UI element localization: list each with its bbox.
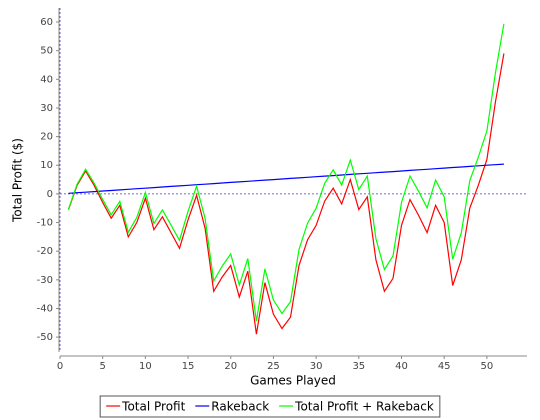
legend-label: Total Profit + Rakeback bbox=[294, 400, 434, 414]
y-tick-label: 0 bbox=[47, 189, 53, 200]
plot-area bbox=[60, 8, 527, 352]
y-tick-label: 60 bbox=[40, 17, 53, 28]
x-tick-label: 0 bbox=[57, 361, 63, 372]
legend-label: Total Profit bbox=[121, 400, 185, 414]
x-tick-label: 5 bbox=[99, 361, 105, 372]
y-tick-label: 50 bbox=[40, 46, 53, 57]
x-tick-label: 50 bbox=[481, 361, 494, 372]
legend: Total Profit Rakeback Total Profit + Rakeb… bbox=[99, 395, 441, 418]
x-tick-label: 40 bbox=[395, 361, 408, 372]
y-tick-label: -40 bbox=[37, 303, 53, 314]
y-tick-label: -50 bbox=[37, 332, 53, 343]
x-tick-label: 10 bbox=[139, 361, 152, 372]
y-axis-label: Total Profit ($) bbox=[11, 138, 25, 223]
y-tick-label: -30 bbox=[37, 275, 53, 286]
data-line bbox=[67, 53, 505, 335]
x-axis-label: Games Played bbox=[250, 374, 336, 388]
x-tick-label: 45 bbox=[438, 361, 451, 372]
data-line bbox=[67, 23, 505, 322]
y-tick-label: 10 bbox=[40, 160, 53, 171]
data-line bbox=[68, 163, 504, 194]
y-tick-label: -20 bbox=[37, 246, 53, 257]
x-tick-label: 30 bbox=[310, 361, 323, 372]
x-tick-label: 15 bbox=[182, 361, 195, 372]
y-tick-label: 30 bbox=[40, 103, 53, 114]
x-tick-label: 20 bbox=[224, 361, 237, 372]
legend-label: Rakeback bbox=[211, 400, 269, 414]
legend-box bbox=[99, 395, 441, 418]
y-tick-label: -10 bbox=[37, 218, 53, 229]
y-tick-label: 20 bbox=[40, 132, 53, 143]
x-tick-label: 35 bbox=[352, 361, 365, 372]
x-tick-label: 25 bbox=[267, 361, 280, 372]
y-tick-label: 40 bbox=[40, 74, 53, 85]
